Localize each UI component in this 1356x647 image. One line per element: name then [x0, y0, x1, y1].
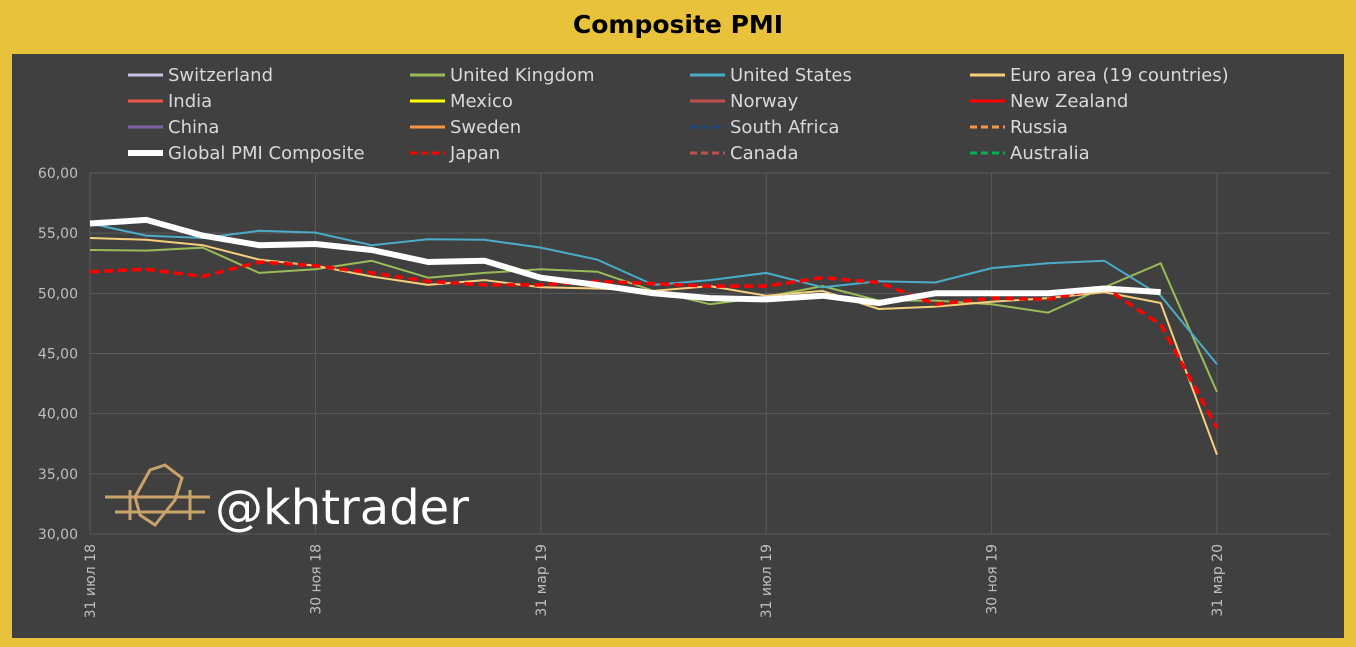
x-tick-label: 30 ноя 18 — [308, 544, 324, 615]
legend-label: Sweden — [450, 117, 521, 138]
x-tick-label: 31 мар 19 — [534, 544, 550, 617]
y-tick-label: 60,00 — [38, 166, 78, 182]
y-tick-label: 35,00 — [38, 467, 78, 483]
legend-label: New Zealand — [1010, 91, 1128, 112]
series-line-united-kingdom — [89, 246, 1218, 393]
y-tick-label: 30,00 — [38, 527, 78, 543]
legend-label: United States — [730, 65, 852, 86]
x-tick-label: 31 июл 18 — [83, 544, 99, 618]
logo-icon-bars — [105, 490, 210, 520]
legend-label: India — [168, 91, 212, 112]
legend-label: China — [168, 117, 219, 138]
legend-label: Global PMI Composite — [168, 143, 365, 164]
legend-label: Japan — [449, 143, 500, 164]
legend-label: Russia — [1010, 117, 1068, 138]
x-tick-label: 31 мар 20 — [1210, 544, 1226, 617]
watermark-handle: @khtrader — [215, 480, 469, 536]
logo-icon — [133, 463, 184, 528]
series-line-euro-area-19-countries- — [89, 237, 1218, 455]
y-tick-label: 45,00 — [38, 347, 78, 363]
legend-label: Australia — [1010, 143, 1090, 164]
x-tick-label: 31 июл 19 — [759, 544, 775, 618]
legend-label: Euro area (19 countries) — [1010, 65, 1229, 86]
legend-label: United Kingdom — [450, 65, 594, 86]
legend-label: South Africa — [730, 117, 839, 138]
y-tick-label: 55,00 — [38, 226, 78, 242]
y-tick-label: 50,00 — [38, 286, 78, 302]
chart-panel — [12, 54, 1344, 638]
chart-title: Composite PMI — [572, 10, 784, 39]
series-line-global-pmi-composite — [89, 216, 1161, 306]
legend-label: Switzerland — [168, 65, 273, 86]
legend-label: Mexico — [450, 91, 513, 112]
x-tick-label: 30 ноя 19 — [985, 544, 1001, 615]
y-tick-label: 40,00 — [38, 407, 78, 423]
legend-label: Canada — [730, 143, 799, 164]
series-line-japan — [89, 260, 1219, 429]
legend-label: Norway — [730, 91, 799, 112]
